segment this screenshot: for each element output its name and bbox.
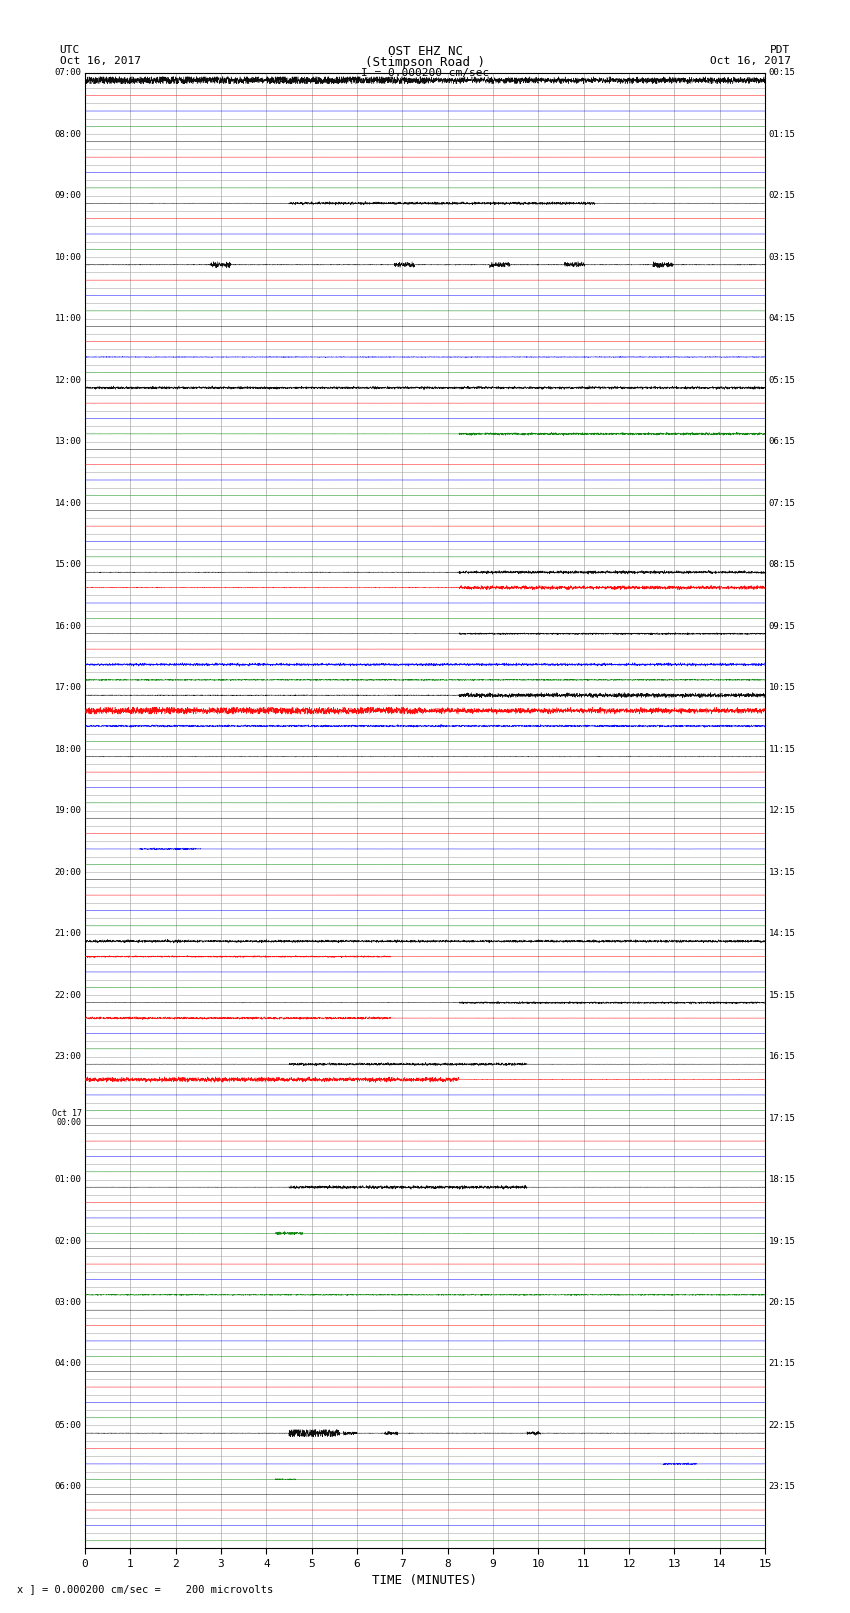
Text: 15:00: 15:00 <box>54 560 82 569</box>
Text: 14:00: 14:00 <box>54 498 82 508</box>
Text: 19:00: 19:00 <box>54 806 82 815</box>
Text: 15:15: 15:15 <box>768 990 796 1000</box>
Text: 14:15: 14:15 <box>768 929 796 939</box>
Text: 00:15: 00:15 <box>768 68 796 77</box>
Text: 19:15: 19:15 <box>768 1237 796 1245</box>
Text: 17:00: 17:00 <box>54 682 82 692</box>
Text: Oct 16, 2017: Oct 16, 2017 <box>710 56 791 66</box>
Text: 06:00: 06:00 <box>54 1482 82 1492</box>
Text: 03:15: 03:15 <box>768 253 796 261</box>
Text: 07:15: 07:15 <box>768 498 796 508</box>
Text: x ] = 0.000200 cm/sec =    200 microvolts: x ] = 0.000200 cm/sec = 200 microvolts <box>17 1584 273 1594</box>
Text: 03:00: 03:00 <box>54 1298 82 1307</box>
Text: (Stimpson Road ): (Stimpson Road ) <box>365 56 485 69</box>
Text: 02:00: 02:00 <box>54 1237 82 1245</box>
Text: 01:15: 01:15 <box>768 129 796 139</box>
Text: 16:00: 16:00 <box>54 621 82 631</box>
Text: 13:00: 13:00 <box>54 437 82 447</box>
Text: 05:15: 05:15 <box>768 376 796 384</box>
Text: 20:15: 20:15 <box>768 1298 796 1307</box>
Text: 09:15: 09:15 <box>768 621 796 631</box>
Text: I = 0.000200 cm/sec: I = 0.000200 cm/sec <box>361 68 489 77</box>
Text: 10:00: 10:00 <box>54 253 82 261</box>
Text: 06:15: 06:15 <box>768 437 796 447</box>
Text: 12:15: 12:15 <box>768 806 796 815</box>
Text: 20:00: 20:00 <box>54 868 82 876</box>
Text: PDT: PDT <box>770 45 790 55</box>
Text: 00:00: 00:00 <box>57 1118 82 1127</box>
Text: 04:00: 04:00 <box>54 1360 82 1368</box>
X-axis label: TIME (MINUTES): TIME (MINUTES) <box>372 1574 478 1587</box>
Text: 11:00: 11:00 <box>54 315 82 323</box>
Text: 08:00: 08:00 <box>54 129 82 139</box>
Text: 23:15: 23:15 <box>768 1482 796 1492</box>
Text: 23:00: 23:00 <box>54 1052 82 1061</box>
Text: 07:00: 07:00 <box>54 68 82 77</box>
Text: Oct 16, 2017: Oct 16, 2017 <box>60 56 140 66</box>
Text: 16:15: 16:15 <box>768 1052 796 1061</box>
Text: 09:00: 09:00 <box>54 190 82 200</box>
Text: 18:00: 18:00 <box>54 745 82 753</box>
Text: 12:00: 12:00 <box>54 376 82 384</box>
Text: 10:15: 10:15 <box>768 682 796 692</box>
Text: 08:15: 08:15 <box>768 560 796 569</box>
Text: 13:15: 13:15 <box>768 868 796 876</box>
Text: 11:15: 11:15 <box>768 745 796 753</box>
Text: 18:15: 18:15 <box>768 1174 796 1184</box>
Text: OST EHZ NC: OST EHZ NC <box>388 45 462 58</box>
Text: 22:15: 22:15 <box>768 1421 796 1431</box>
Text: 02:15: 02:15 <box>768 190 796 200</box>
Text: 21:15: 21:15 <box>768 1360 796 1368</box>
Text: 05:00: 05:00 <box>54 1421 82 1431</box>
Text: 21:00: 21:00 <box>54 929 82 939</box>
Text: 17:15: 17:15 <box>768 1113 796 1123</box>
Text: UTC: UTC <box>60 45 80 55</box>
Text: 22:00: 22:00 <box>54 990 82 1000</box>
Text: Oct 17: Oct 17 <box>52 1110 82 1118</box>
Text: 01:00: 01:00 <box>54 1174 82 1184</box>
Text: 04:15: 04:15 <box>768 315 796 323</box>
